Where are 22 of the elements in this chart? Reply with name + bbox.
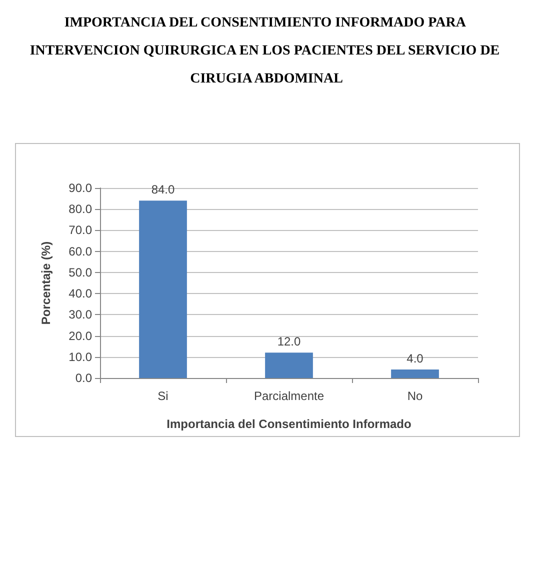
bar [391,370,439,378]
y-tick-label: 60.0 [68,244,92,258]
data-label: 84.0 [151,182,175,197]
y-axis-title: Porcentaje (%) [39,241,53,325]
y-tick-label: 40.0 [68,286,92,301]
y-tick-label: 90.0 [68,181,92,195]
data-label: 4.0 [406,352,424,366]
bar [265,352,313,378]
chart-title: IMPORTANCIA DEL CONSENTIMIENTO INFORMADO PARA INTERVENCION QUIRURGICA EN LOS PACIENTES DEL SERVICIO DE CIRUGIA ABDOMINAL [30,16,504,86]
y-tick-label: 50.0 [68,265,92,280]
y-tick-label: 70.0 [68,223,92,238]
y-tick-label: 0.0 [75,371,92,385]
x-tick-label: No [407,389,423,403]
bar [139,200,187,378]
y-tick-label: 10.0 [68,350,92,364]
x-axis-title: Importancia del Consentimiento Informado [166,417,412,431]
y-tick-label: 30.0 [68,308,92,322]
y-tick-label: 80.0 [68,202,92,216]
x-tick-label: Si [158,389,168,403]
data-label: 12.0 [277,334,301,349]
x-tick-label: Parcialmente [254,389,324,403]
y-tick-label: 20.0 [68,328,92,343]
